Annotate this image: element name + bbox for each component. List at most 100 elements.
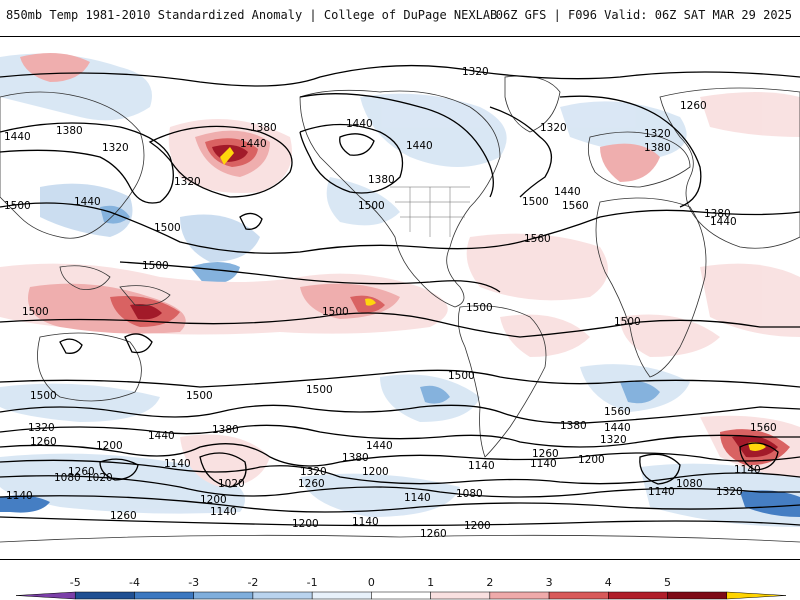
contour-label: 1200: [362, 466, 389, 478]
contour-label: 1380: [644, 142, 671, 154]
contour-label: 1560: [750, 422, 777, 434]
contour-label: 1380: [704, 208, 731, 220]
colorbar-segment: [667, 591, 728, 600]
title-bar: 850mb Temp 1981-2010 Standardized Anomal…: [0, 0, 800, 34]
colorbar-segment: [134, 591, 194, 600]
colorbar-tick-label: -2: [247, 576, 259, 589]
contour-label: 1260: [30, 436, 57, 448]
colorbar-tick-label: 1: [427, 576, 435, 589]
colorbar-scale: [15, 591, 787, 600]
contour-label: 1260: [420, 528, 447, 540]
contour-label: 1560: [562, 200, 589, 212]
colorbar-tick-label: -5: [69, 576, 81, 589]
colorbar-tick-label: 3: [545, 576, 553, 589]
anomaly-map: 1320 1440 1380 1320 1320 1380 1440 1500 …: [0, 53, 800, 543]
contour-label: 1140: [530, 458, 557, 470]
colorbar: -5 -4 -3 -2 -1 0 1 2 3 4 5: [0, 570, 800, 600]
anomaly-shading: [0, 53, 800, 527]
contour-label: 1020: [218, 478, 245, 490]
contour-label: 1140: [468, 460, 495, 472]
colorbar-tick-label: -1: [306, 576, 318, 589]
contour-label: 1500: [186, 390, 213, 402]
contour-label: 1140: [164, 458, 191, 470]
contour-label: 1440: [604, 422, 631, 434]
contour-label: 1500: [142, 260, 169, 272]
contour-label: 1200: [200, 494, 227, 506]
contour-labels: 1320 1440 1380 1320 1320 1380 1440 1500 …: [4, 66, 777, 540]
contour-label: 1500: [466, 302, 493, 314]
contour-label: 1320: [300, 466, 327, 478]
contour-label: 1500: [4, 200, 31, 212]
contour-label: 1380: [342, 452, 369, 464]
colorbar-segment: [74, 591, 135, 600]
contour-label: 1320: [600, 434, 627, 446]
map-title: 850mb Temp 1981-2010 Standardized Anomal…: [6, 8, 498, 22]
colorbar-arrow-high: [726, 591, 787, 600]
contour-label: 1020: [86, 472, 113, 484]
contour-label: 1080: [456, 488, 483, 500]
model-run-info: 06Z GFS | F096 Valid: 06Z SAT MAR 29 202…: [495, 8, 792, 22]
contour-label: 1200: [96, 440, 123, 452]
contour-label: 1080: [676, 478, 703, 490]
contour-label: 1440: [4, 131, 31, 143]
contour-label: 1500: [448, 370, 475, 382]
colorbar-tick-label: 0: [367, 576, 375, 589]
colorbar-segment: [548, 591, 609, 600]
contour-label: 1440: [74, 196, 101, 208]
contour-label: 1080: [54, 472, 81, 484]
contour-label: 1500: [30, 390, 57, 402]
colorbar-arrow-low: [15, 591, 76, 600]
coastlines: [0, 75, 800, 543]
map-panel: 1320 1440 1380 1320 1320 1380 1440 1500 …: [0, 36, 800, 560]
colorbar-segment: [193, 591, 254, 600]
contour-label: 1500: [322, 306, 349, 318]
contour-label: 1500: [614, 316, 641, 328]
colorbar-segment: [311, 591, 372, 600]
contour-label: 1380: [212, 424, 239, 436]
contour-label: 1260: [680, 100, 707, 112]
contour-label: 1140: [648, 486, 675, 498]
contour-label: 1260: [110, 510, 137, 522]
contour-label: 1440: [710, 216, 737, 228]
height-contours: [0, 64, 800, 527]
colorbar-segment: [371, 591, 431, 600]
contour-label: 1200: [292, 518, 319, 530]
contour-label: 1440: [240, 138, 267, 150]
colorbar-segment: [252, 591, 313, 600]
colorbar-tick-label: 4: [604, 576, 612, 589]
contour-label: 1500: [22, 306, 49, 318]
colorbar-segment: [430, 591, 491, 600]
contour-label: 1440: [406, 140, 433, 152]
contour-label: 1440: [148, 430, 175, 442]
colorbar-tick-label: 2: [486, 576, 494, 589]
contour-label: 1500: [306, 384, 333, 396]
contour-label: 1560: [524, 233, 551, 245]
contour-label: 1320: [462, 66, 489, 78]
contour-label: 1320: [716, 486, 743, 498]
contour-label: 1140: [210, 506, 237, 518]
contour-label: 1380: [250, 122, 277, 134]
colorbar-tick-label: -3: [188, 576, 200, 589]
contour-label: 1260: [298, 478, 325, 490]
contour-label: 1140: [404, 492, 431, 504]
contour-label: 1380: [560, 420, 587, 432]
contour-label: 1560: [604, 406, 631, 418]
contour-label: 1380: [56, 125, 83, 137]
contour-label: 1200: [578, 454, 605, 466]
contour-label: 1320: [174, 176, 201, 188]
contour-label: 1440: [554, 186, 581, 198]
contour-label: 1320: [644, 128, 671, 140]
contour-label: 1440: [346, 118, 373, 130]
contour-label: 1260: [68, 466, 95, 478]
contour-label: 1440: [366, 440, 393, 452]
colorbar-tick-label: -4: [128, 576, 140, 589]
contour-label: 1320: [28, 422, 55, 434]
contour-label: 1500: [154, 222, 181, 234]
colorbar-segment: [608, 591, 668, 600]
colorbar-segment: [489, 591, 550, 600]
contour-label: 1320: [540, 122, 567, 134]
contour-label: 1500: [522, 196, 549, 208]
contour-label: 1260: [532, 448, 559, 460]
colorbar-tick-label: 5: [664, 576, 672, 589]
contour-label: 1140: [352, 516, 379, 528]
